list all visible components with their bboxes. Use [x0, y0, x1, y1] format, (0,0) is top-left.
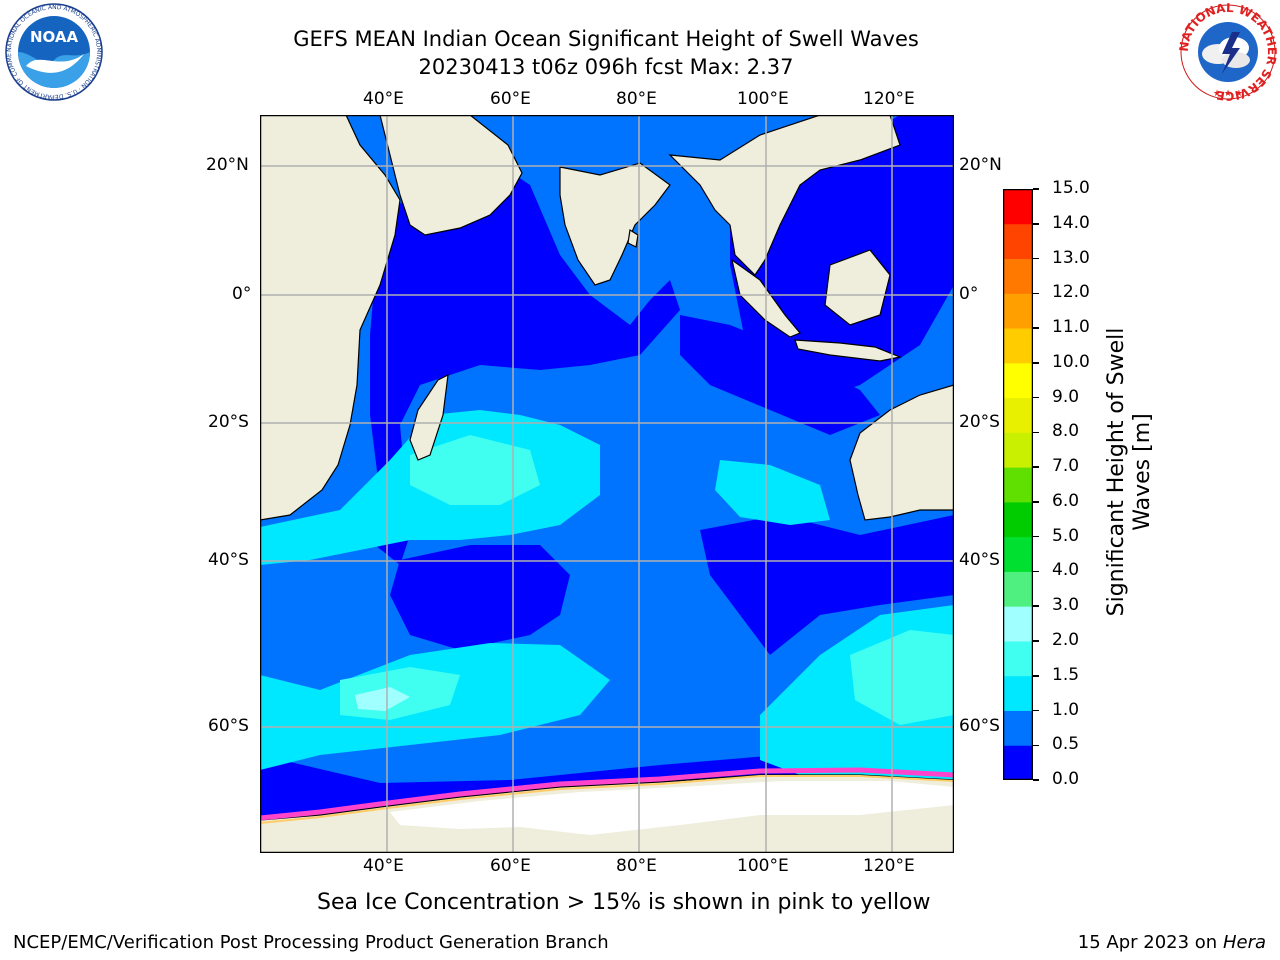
colorbar-swatch: [1003, 189, 1033, 225]
lon-label-bottom-40e: 40°E: [363, 856, 404, 876]
colorbar-tick-label: 6.0: [1052, 490, 1080, 511]
colorbar-tick-label: 3.0: [1052, 595, 1080, 616]
colorbar-tick-label: 9.0: [1052, 386, 1080, 407]
colorbar-swatch: [1003, 571, 1033, 607]
lon-label-top-40e: 40°E: [363, 89, 404, 109]
lat-label-right-60s: 60°S: [959, 716, 1000, 736]
colorbar-title-line1: Significant Height of Swell: [1104, 327, 1129, 617]
colorbar-tick-label: 1.5: [1052, 664, 1080, 685]
colorbar-tick: [1033, 744, 1039, 746]
swell-band-2.0-3.0: [355, 687, 410, 711]
colorbar-tick: [1033, 779, 1039, 781]
lat-label-right-0: 0°: [959, 284, 979, 304]
colorbar-swatch: [1003, 501, 1033, 538]
swell-height-map-svg: [259, 114, 955, 854]
colorbar-tick: [1033, 362, 1039, 364]
colorbar-swatch: [1003, 536, 1033, 572]
footer-machine: Hera: [1222, 932, 1266, 953]
colorbar-tick-label: 10.0: [1052, 351, 1090, 372]
colorbar-tick-label: 5.0: [1052, 525, 1080, 546]
colorbar-tick: [1033, 327, 1039, 329]
lon-label-bottom-80e: 80°E: [616, 856, 657, 876]
colorbar: [1002, 188, 1034, 781]
colorbar-frame: [1002, 188, 1034, 781]
sea-ice-edge: [259, 767, 955, 824]
colorbar-tick: [1033, 431, 1039, 434]
colorbar-tick-label: 7.0: [1052, 456, 1080, 477]
lon-label-top-80e: 80°E: [616, 89, 657, 109]
colorbar-swatch: [1003, 606, 1033, 642]
colorbar-tick: [1033, 709, 1039, 712]
lat-label-right-20s: 20°S: [959, 412, 1000, 432]
lat-label-left-60s: 60°S: [208, 716, 249, 736]
footer-date-text: 15 Apr 2023 on: [1077, 932, 1223, 953]
colorbar-swatch: [1003, 328, 1033, 364]
lat-lon-grid: [260, 115, 954, 853]
ice-shelf: [390, 781, 954, 835]
svg-text:★ ★ ★: ★ ★ ★: [1213, 89, 1243, 99]
colorbar-tick: [1033, 640, 1039, 642]
colorbar-tick-label: 2.0: [1052, 629, 1080, 650]
lat-label-left-20n: 20°N: [206, 155, 249, 175]
sea-ice-note: Sea Ice Concentration > 15% is shown in …: [317, 890, 931, 915]
lon-label-bottom-100e: 100°E: [737, 856, 789, 876]
colorbar-swatch: [1003, 362, 1033, 399]
lon-label-bottom-60e: 60°E: [490, 856, 531, 876]
colorbar-swatch: [1003, 710, 1033, 746]
lat-label-right-40s: 40°S: [959, 550, 1000, 570]
colorbar-tick-label: 8.0: [1052, 421, 1080, 442]
colorbar-tick: [1033, 535, 1039, 538]
colorbar-tick: [1033, 570, 1039, 573]
colorbar-tick-label: 4.0: [1052, 560, 1080, 581]
footer-credit: NCEP/EMC/Verification Post Processing Pr…: [13, 932, 609, 953]
colorbar-swatch: [1003, 467, 1033, 503]
noaa-logo: NATIONAL OCEANIC AND ATMOSPHERIC ADMINIS…: [2, 0, 104, 102]
colorbar-tick-label: 0.5: [1052, 734, 1080, 755]
colorbar-title-line2: Waves [m]: [1130, 413, 1155, 531]
colorbar-tick: [1033, 292, 1039, 294]
svg-text:NOAA: NOAA: [30, 28, 79, 46]
colorbar-tick-label: 15.0: [1052, 178, 1090, 198]
colorbar-tick: [1033, 466, 1039, 468]
chart-title: GEFS MEAN Indian Ocean Significant Heigh…: [293, 27, 919, 51]
colorbar-svg: [1002, 188, 1034, 781]
colorbar-tick-label: 14.0: [1052, 212, 1090, 233]
lon-label-top-120e: 120°E: [863, 89, 915, 109]
colorbar-tick: [1033, 188, 1039, 190]
lat-label-left-40s: 40°S: [208, 550, 249, 570]
lon-label-top-100e: 100°E: [737, 89, 789, 109]
colorbar-tick-label: 12.0: [1052, 282, 1090, 303]
lat-label-left-20s: 20°S: [208, 412, 249, 432]
colorbar-swatch: [1003, 432, 1033, 468]
colorbar-swatch: [1003, 397, 1033, 433]
footer-date: 15 Apr 2023 on Hera: [1078, 932, 1266, 953]
colorbar-tick: [1033, 396, 1039, 399]
colorbar-tick: [1033, 501, 1039, 503]
colorbar-swatch: [1003, 258, 1033, 294]
nws-logo: NATIONAL WEATHER SERVICE ★ ★ ★: [1177, 1, 1279, 103]
colorbar-tick-label: 13.0: [1052, 247, 1090, 268]
colorbar-tick: [1033, 223, 1039, 225]
lat-label-right-20n: 20°N: [959, 155, 1002, 175]
lon-label-top-60e: 60°E: [490, 89, 531, 109]
colorbar-tick-label: 11.0: [1052, 317, 1090, 338]
colorbar-tick: [1033, 605, 1039, 607]
colorbar-swatch: [1003, 223, 1033, 260]
map-frame: [259, 114, 955, 854]
lon-label-bottom-120e: 120°E: [863, 856, 915, 876]
colorbar-swatch: [1003, 293, 1033, 329]
colorbar-swatch: [1003, 640, 1033, 677]
chart-subtitle: 20230413 t06z 096h fcst Max: 2.37: [418, 55, 794, 79]
colorbar-tick: [1033, 257, 1039, 260]
colorbar-tick-label: 1.0: [1052, 699, 1080, 720]
colorbar-tick: [1033, 675, 1039, 677]
ocean-map: [259, 114, 955, 854]
colorbar-swatch: [1003, 745, 1033, 781]
lat-label-left-0: 0°: [232, 284, 252, 304]
colorbar-swatch: [1003, 675, 1033, 711]
colorbar-tick-label: 0.0: [1052, 769, 1080, 789]
